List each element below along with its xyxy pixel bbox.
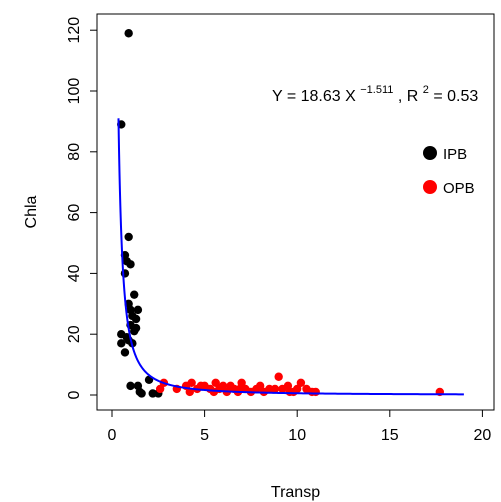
y-tick-label: 80: [66, 143, 83, 161]
x-tick-label: 20: [474, 427, 492, 444]
data-point-opb: [274, 372, 283, 381]
data-point-ipb: [137, 389, 146, 398]
data-point-opb: [218, 381, 228, 391]
x-tick-label: 15: [381, 427, 399, 444]
data-point-ipb: [117, 339, 126, 348]
data-point-ipb: [130, 290, 139, 299]
data-point-opb: [296, 378, 306, 388]
data-point-opb: [155, 384, 165, 394]
y-tick-label: 0: [66, 390, 83, 399]
data-point-opb: [311, 387, 320, 397]
data-point-opb: [211, 378, 220, 388]
legend: IPB OPB: [423, 146, 475, 197]
data-point-ipb: [120, 348, 130, 357]
data-point-opb: [185, 387, 194, 397]
x-axis: 0 5 10 15 20: [108, 409, 492, 444]
data-point-ipb: [124, 29, 133, 38]
legend-marker-ipb: [423, 146, 437, 160]
data-point-ipb: [130, 326, 139, 336]
data-point-opb: [293, 384, 302, 394]
data-point-opb: [270, 384, 280, 394]
data-point-ipb: [124, 232, 133, 242]
legend-label-ipb: IPB: [443, 146, 467, 163]
data-point-ipb: [131, 314, 141, 324]
fit-curve: [117, 118, 464, 396]
x-axis-label: Transp: [271, 484, 320, 501]
equation-r2-value: = 0.53: [433, 88, 478, 105]
data-point-ipb: [126, 381, 135, 391]
data-point-ipb: [126, 260, 135, 269]
x-tick-label: 0: [108, 427, 117, 444]
plot-frame: [96, 13, 495, 411]
y-tick-label: 100: [66, 78, 83, 105]
legend-marker-opb: [423, 180, 437, 194]
data-point-opb: [255, 381, 265, 391]
y-tick-label: 60: [66, 204, 83, 222]
equation-prefix: Y = 18.63 X: [272, 88, 356, 105]
y-axis: 0 20 40 60 80 100 120: [66, 17, 98, 399]
equation-r2-sup: 2: [423, 84, 429, 96]
y-tick-label: 120: [66, 17, 83, 44]
equation-exponent: −1.511: [360, 84, 393, 96]
y-axis-label: Chla: [23, 195, 40, 228]
legend-label-opb: OPB: [443, 180, 475, 197]
equation-r2-prefix: , R: [398, 88, 418, 105]
y-tick-label: 40: [66, 264, 83, 282]
data-point-opb: [187, 378, 196, 388]
x-tick-label: 5: [200, 427, 209, 444]
x-tick-label: 10: [288, 427, 306, 444]
data-point-opb: [285, 387, 294, 397]
y-tick-label: 20: [66, 325, 83, 343]
fit-equation: Y = 18.63 X −1.511 , R 2 = 0.53: [272, 80, 478, 105]
data-point-ipb: [133, 305, 143, 315]
